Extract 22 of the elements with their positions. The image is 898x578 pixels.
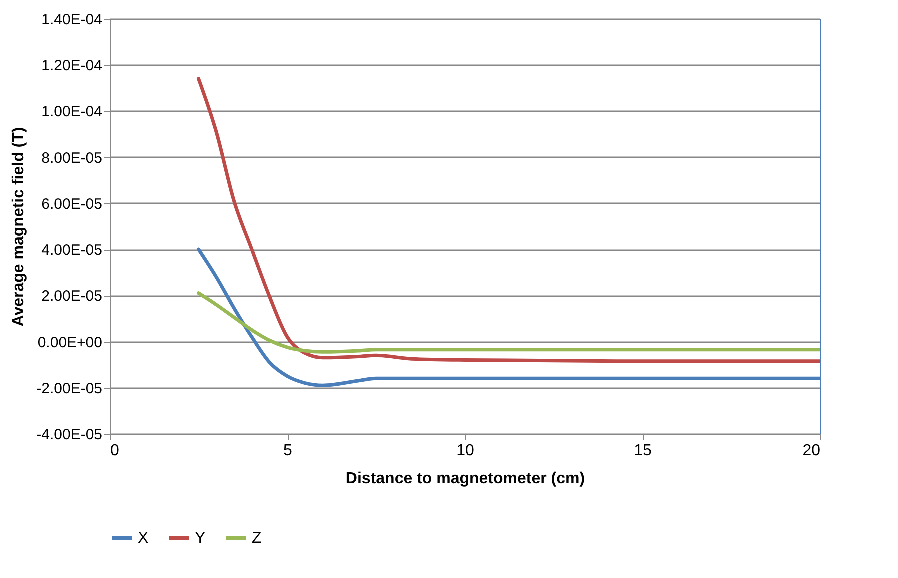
y-tick-label: -4.00E-05: [36, 426, 102, 444]
y-axis-title: Average magnetic field (T): [10, 127, 28, 327]
legend-label: Y: [195, 530, 206, 547]
y-tick-label: 8.00E-05: [42, 150, 102, 167]
x-tick-label: 0: [110, 442, 120, 460]
legend-label: Z: [252, 530, 262, 547]
line-series: [197, 77, 820, 364]
y-tick-label: 6.00E-05: [42, 196, 102, 213]
x-tick-label: 5: [284, 442, 293, 460]
legend-label: X: [138, 530, 149, 547]
y-tick-label: 0.00E+00: [38, 334, 102, 352]
x-tick-label: 10: [456, 442, 474, 460]
y-tick-label: 4.00E-05: [42, 242, 102, 260]
x-axis-title: Distance to magnetometer (cm): [346, 470, 586, 488]
y-tick-label: 1.00E-04: [42, 104, 102, 121]
x-tick-label: 20: [802, 442, 821, 460]
y-tick-label: 1.40E-04: [42, 12, 102, 28]
x-tick-label: 15: [634, 442, 652, 460]
y-tick-label: 2.00E-05: [42, 288, 102, 306]
y-tick-label: 1.20E-04: [42, 58, 102, 75]
y-tick-label: -2.00E-05: [36, 380, 102, 398]
line-series: [197, 292, 820, 354]
